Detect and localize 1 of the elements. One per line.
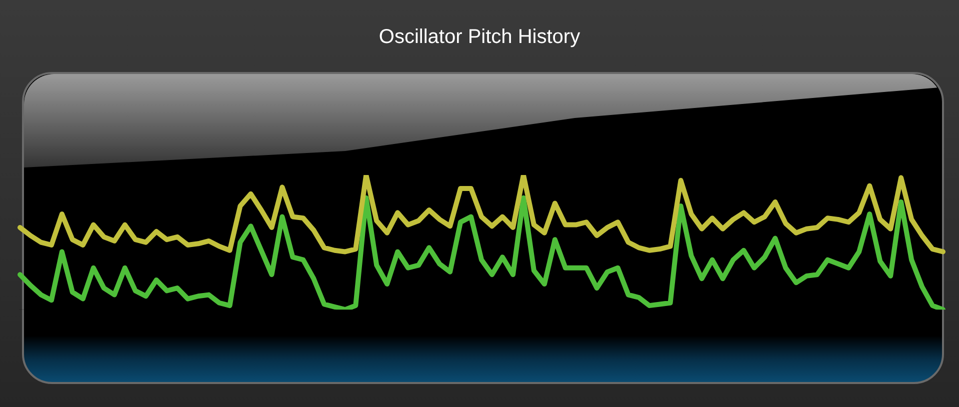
chart-title: Oscillator Pitch History xyxy=(378,26,582,49)
